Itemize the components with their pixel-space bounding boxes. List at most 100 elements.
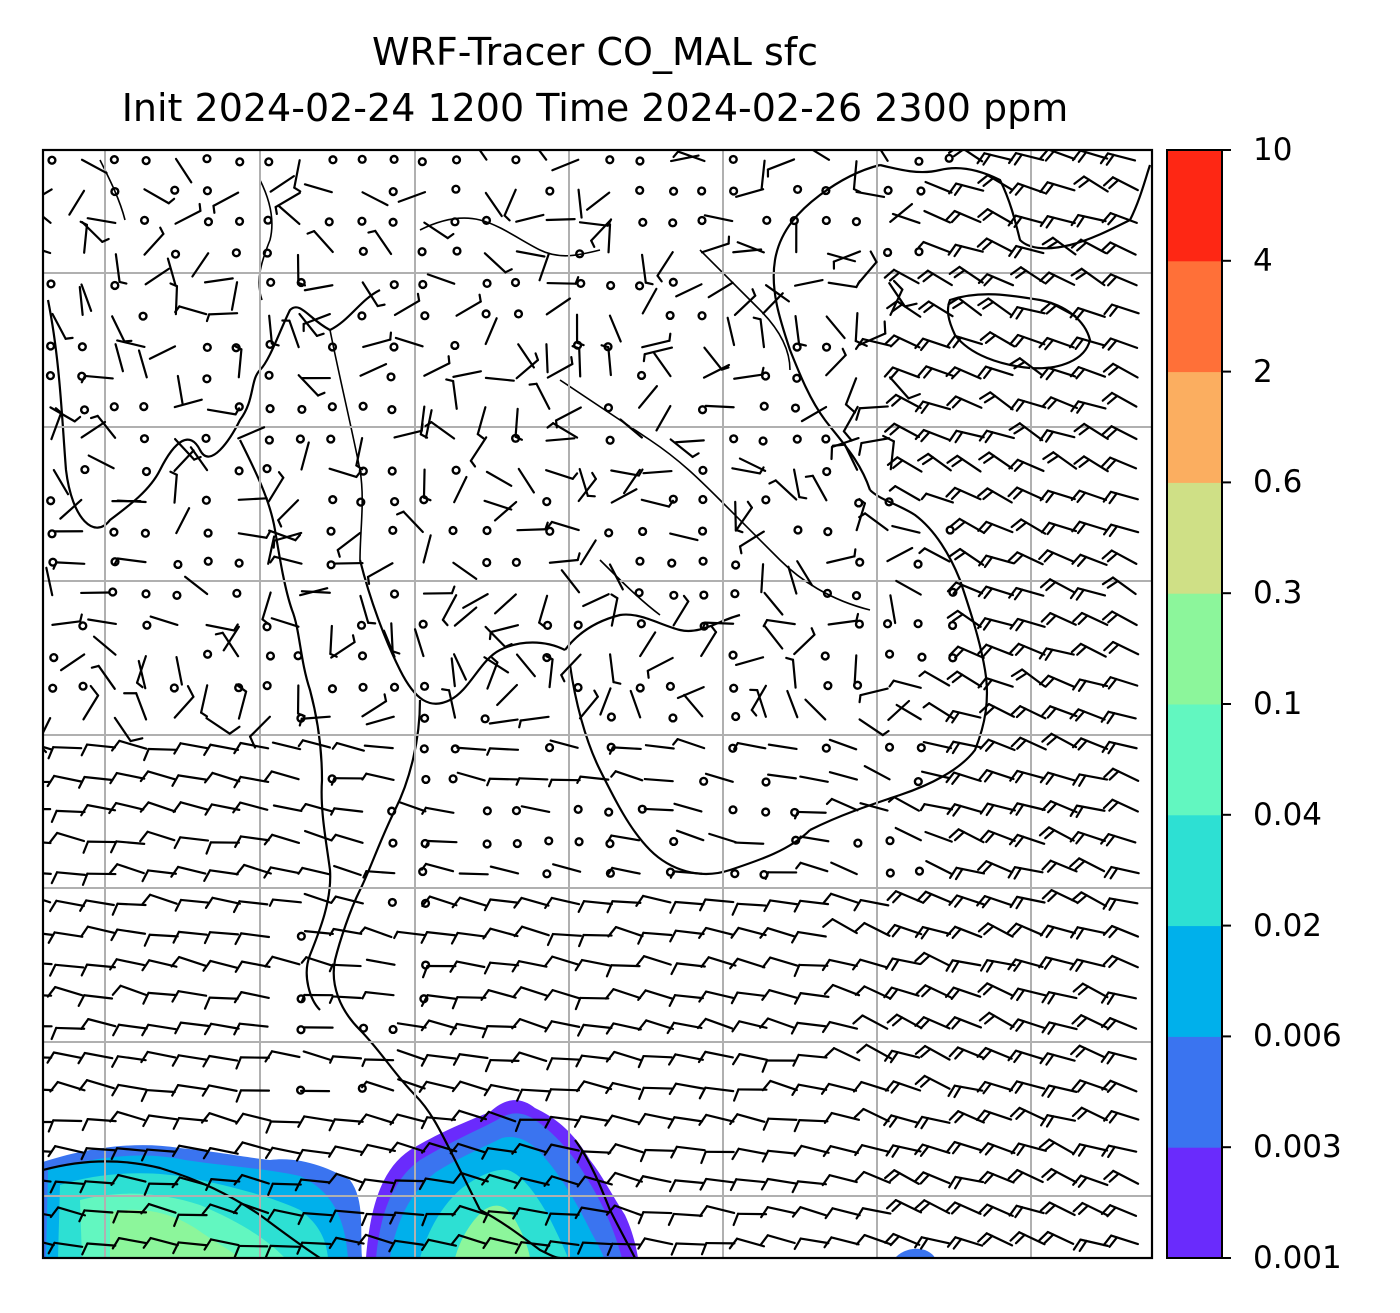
wind-barb [761, 1079, 798, 1092]
wind-barb [397, 800, 427, 813]
calm-wind-marker [884, 497, 894, 507]
wind-barb [423, 355, 451, 377]
wind-barb [393, 422, 424, 439]
wind-barb [450, 657, 456, 688]
calm-wind-marker [731, 560, 741, 570]
calm-wind-marker [638, 526, 648, 537]
calm-wind-marker [170, 249, 181, 259]
wind-barb [642, 469, 673, 475]
wind-barb [1070, 926, 1107, 940]
wind-barb [1039, 771, 1077, 785]
wind-barb [1010, 518, 1047, 535]
wind-barb [205, 312, 239, 323]
wind-barb [43, 932, 55, 937]
wind-barb [511, 1018, 548, 1030]
calm-wind-marker [761, 495, 771, 505]
calm-wind-marker [728, 154, 738, 165]
wind-barb [669, 532, 699, 542]
calm-wind-marker [822, 588, 833, 598]
wind-barb [235, 683, 248, 720]
wind-barb [544, 989, 581, 1001]
wind-barb [47, 1241, 84, 1255]
wind-barb [600, 344, 612, 377]
wind-barb [297, 1212, 333, 1226]
wind-barb [575, 1054, 611, 1068]
wind-barb [822, 1145, 859, 1158]
wind-barb [790, 1021, 827, 1035]
wind-barb [1041, 396, 1079, 410]
wind-barb [295, 1148, 332, 1162]
wind-barb [924, 180, 953, 194]
wind-barb [306, 230, 334, 254]
wind-barb [883, 1114, 920, 1128]
wind-barb [762, 1117, 798, 1131]
wind-barb [640, 253, 654, 286]
calm-wind-marker [482, 839, 492, 849]
calm-wind-marker [234, 402, 244, 412]
wind-barb [576, 1150, 612, 1164]
wind-barb [141, 893, 178, 906]
wind-barb [303, 930, 334, 935]
wind-barb [517, 467, 536, 494]
chart-title-line-1: WRF-Tracer CO_MAL sfc [371, 30, 819, 74]
wind-barb [510, 1051, 548, 1064]
wind-barb [300, 993, 334, 1003]
wind-barb [766, 158, 796, 178]
wind-barb [482, 1210, 518, 1224]
wind-barb [577, 1023, 613, 1037]
calm-wind-marker [913, 776, 923, 787]
wind-barb [108, 863, 145, 875]
wind-barb [1103, 1110, 1140, 1124]
wind-barb [486, 747, 520, 756]
wind-barb [948, 866, 986, 881]
wind-barb [672, 738, 706, 750]
calm-wind-marker [169, 683, 179, 693]
wind-barb [420, 862, 455, 873]
wind-barb [668, 1179, 705, 1193]
wind-barb [397, 191, 427, 203]
wind-barb [1038, 826, 1075, 842]
calm-wind-marker [420, 898, 431, 908]
wind-barb [113, 557, 147, 566]
wind-barb [889, 202, 914, 223]
wind-barb [298, 312, 325, 337]
wind-barb [328, 1118, 364, 1132]
calm-wind-marker [605, 839, 615, 849]
wind-barb [1101, 211, 1138, 226]
wind-barb [704, 404, 735, 409]
wind-barb [441, 594, 458, 627]
wind-barb [183, 575, 209, 596]
wind-barb [1041, 732, 1078, 749]
wind-barb [760, 563, 765, 594]
wind-barb [830, 861, 858, 876]
wind-barb [544, 1020, 581, 1033]
wind-barb [452, 653, 468, 681]
wind-barb [608, 314, 622, 343]
wind-barb [699, 1205, 736, 1218]
wind-barb [1039, 1201, 1076, 1217]
wind-barb [201, 1203, 238, 1215]
wind-barb [856, 1043, 893, 1060]
wind-barb [1068, 336, 1106, 350]
wind-barb [47, 1119, 83, 1133]
wind-barb [785, 656, 797, 689]
map-gridlines [43, 150, 1152, 1258]
wind-barb [201, 1084, 238, 1097]
wind-barb [479, 1110, 517, 1123]
wind-barb [49, 1180, 85, 1194]
wind-barb [51, 613, 83, 626]
wind-barb [1100, 241, 1137, 256]
wind-barb [793, 1237, 830, 1251]
wind-barb [731, 902, 767, 916]
wind-barb [761, 956, 799, 969]
wind-barb [886, 300, 922, 318]
wind-barb [203, 771, 241, 784]
calm-wind-marker [821, 434, 831, 444]
wind-barb [267, 1182, 302, 1196]
calm-wind-marker [203, 649, 213, 659]
wind-barb [189, 446, 209, 472]
calm-wind-marker [450, 217, 460, 227]
wind-barb [734, 500, 753, 532]
wind-barb [297, 1115, 334, 1128]
wind-barb [90, 664, 116, 690]
